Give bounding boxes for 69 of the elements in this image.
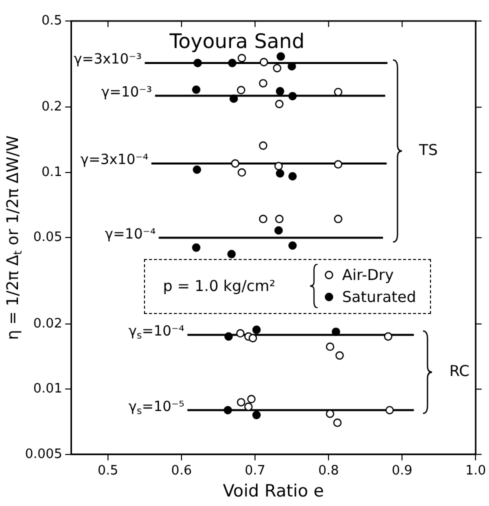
- point: [248, 334, 258, 342]
- point: [288, 241, 297, 250]
- point: [272, 64, 282, 72]
- x-tick-label: 0.9: [392, 464, 412, 479]
- point: [335, 351, 344, 360]
- point: [258, 214, 268, 224]
- y-tick-label: 0.1: [42, 164, 62, 180]
- point: [227, 250, 236, 258]
- point: [192, 165, 202, 174]
- x-tick-label: 0.6: [171, 464, 192, 479]
- x-tick-label: 0.7: [244, 464, 266, 479]
- y-tick-label: 0.005: [25, 446, 62, 462]
- point: [228, 58, 236, 68]
- point: [238, 168, 246, 177]
- y-tick-label: 0.5: [42, 13, 62, 28]
- point: [247, 394, 256, 404]
- point: [275, 214, 284, 224]
- point: [260, 58, 268, 66]
- x-tick-label: 0.5: [98, 464, 118, 479]
- point: [258, 141, 268, 150]
- point: [244, 402, 253, 411]
- point: [333, 418, 342, 427]
- point: [252, 326, 261, 334]
- point: [194, 58, 202, 68]
- annotation: TS: [418, 140, 438, 159]
- point: [274, 162, 283, 170]
- point: [276, 87, 284, 96]
- series-label: γ=3x10⁻³: [74, 52, 142, 68]
- x-axis-title: Void Ratio e: [222, 481, 324, 502]
- point: [385, 406, 394, 414]
- series-label: γ=10⁻⁴: [104, 226, 156, 242]
- legend-label: Saturated: [342, 287, 416, 308]
- y-tick-label: 0.05: [33, 230, 62, 246]
- point: [258, 79, 268, 88]
- point: [326, 410, 334, 418]
- point: [288, 172, 297, 181]
- y-tick-label: 0.02: [33, 316, 62, 332]
- point: [252, 410, 261, 420]
- point: [230, 94, 238, 103]
- annotation: RC: [449, 362, 470, 380]
- point: [332, 328, 340, 336]
- point: [231, 159, 240, 168]
- point: [276, 52, 285, 61]
- series-label: γ=3x10⁻⁴: [80, 152, 149, 168]
- point: [192, 243, 200, 252]
- point: [334, 214, 342, 224]
- series-label: γ=10⁻³: [101, 84, 152, 100]
- y-axis-title: η = 1/2π Δt or 1/2π ΔW/W: [3, 135, 25, 340]
- point: [192, 85, 200, 94]
- point: [238, 54, 246, 62]
- point: [326, 342, 334, 351]
- point: [276, 169, 284, 178]
- point: [236, 398, 246, 406]
- legend-label: Air-Dry: [342, 265, 394, 286]
- y-tick-label: 0.2: [42, 100, 62, 115]
- point: [236, 329, 245, 338]
- text: Toyoura Sand: [168, 29, 305, 54]
- x-tick-label: 1.0: [465, 464, 486, 479]
- point: [275, 100, 284, 108]
- point: [224, 332, 233, 341]
- y-tick-label: 0.01: [33, 382, 62, 397]
- point: [236, 86, 246, 94]
- point: [224, 406, 232, 414]
- point: [274, 226, 283, 235]
- point: [334, 160, 342, 169]
- x-tick-label: 0.8: [318, 464, 339, 479]
- point: [288, 92, 297, 100]
- point: [384, 332, 392, 341]
- annotation: p = 1.0 kg/cm²: [163, 277, 276, 296]
